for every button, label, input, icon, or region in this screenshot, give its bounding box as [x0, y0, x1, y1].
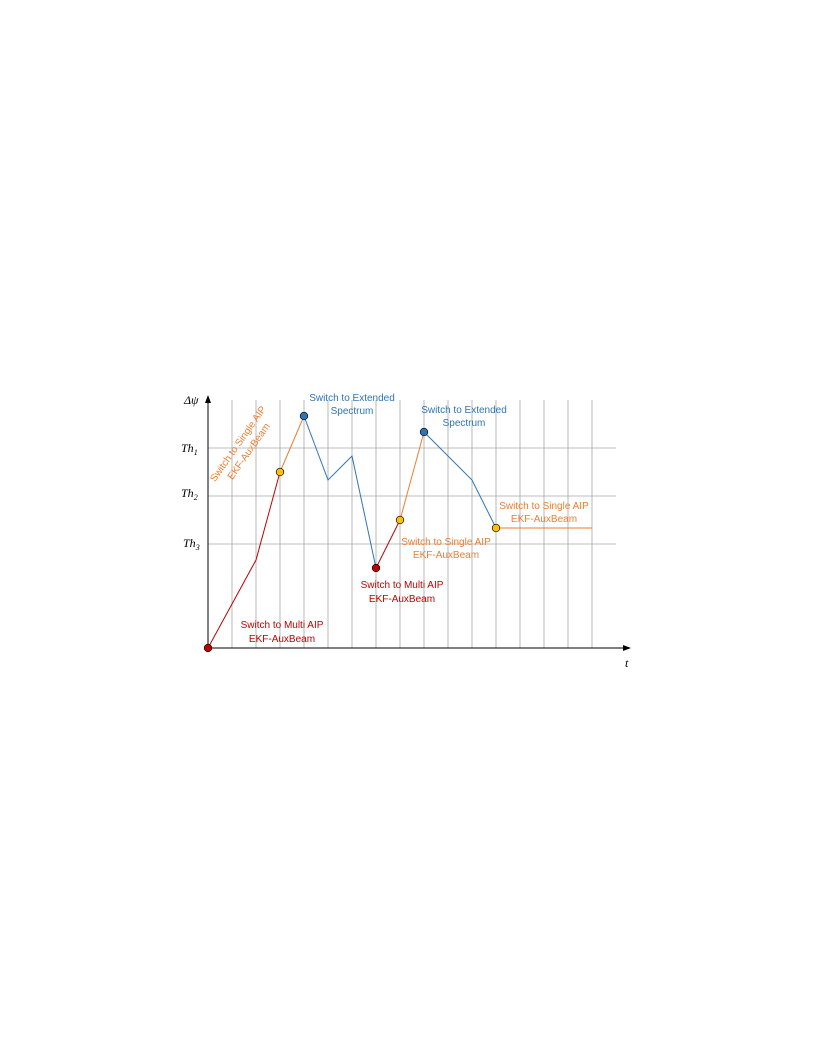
orange-segment-2 — [399, 431, 425, 521]
annotation-multi-aip-2-line2: EKF-AuxBeam — [369, 594, 435, 605]
annotation-single-aip-3-line1: Switch to Single AIP — [499, 501, 589, 512]
y-axis-label: Δψ — [183, 393, 199, 407]
y-axis-arrow — [205, 395, 211, 403]
x-axis-label: t — [625, 656, 629, 670]
start-marker-red — [203, 643, 213, 653]
switch-marker-blue-1 — [299, 411, 309, 421]
x-axis-arrow — [623, 645, 631, 651]
red-segment-2 — [375, 519, 401, 569]
switch-marker-yellow-2 — [395, 515, 405, 525]
switch-marker-yellow-1 — [275, 467, 285, 477]
annotation-multi-aip-1-line2: EKF-AuxBeam — [249, 634, 315, 645]
annotation-multi-aip-2-line1: Switch to Multi AIP — [361, 580, 444, 591]
blue-segment-2 — [423, 431, 497, 529]
axes — [207, 402, 624, 649]
th2-label: Th2 — [181, 486, 198, 502]
blue-segment-1 — [303, 415, 377, 569]
annotation-single-aip-2-line1: Switch to Single AIP — [401, 537, 491, 548]
switch-marker-blue-2 — [419, 427, 429, 437]
annotation-extended-1-line2: Spectrum — [331, 406, 374, 417]
annotation-extended-1-line1: Switch to Extended — [309, 393, 395, 404]
annotation-extended-2-line1: Switch to Extended — [421, 405, 507, 416]
red-segment-1 — [207, 471, 281, 649]
vertical-grid — [231, 400, 593, 648]
annotation-multi-aip-1-line1: Switch to Multi AIP — [241, 620, 324, 631]
threshold-lines — [208, 447, 616, 545]
annotation-single-aip-2-line2: EKF-AuxBeam — [413, 550, 479, 561]
th1-label: Th1 — [181, 441, 198, 457]
th3-label: Th3 — [183, 536, 200, 552]
switch-marker-red-2 — [371, 563, 381, 573]
switch-marker-yellow-3 — [491, 523, 501, 533]
annotation-extended-2-line2: Spectrum — [443, 418, 486, 429]
annotation-single-aip-3-line2: EKF-AuxBeam — [511, 514, 577, 525]
orange-segment-1 — [279, 415, 305, 473]
